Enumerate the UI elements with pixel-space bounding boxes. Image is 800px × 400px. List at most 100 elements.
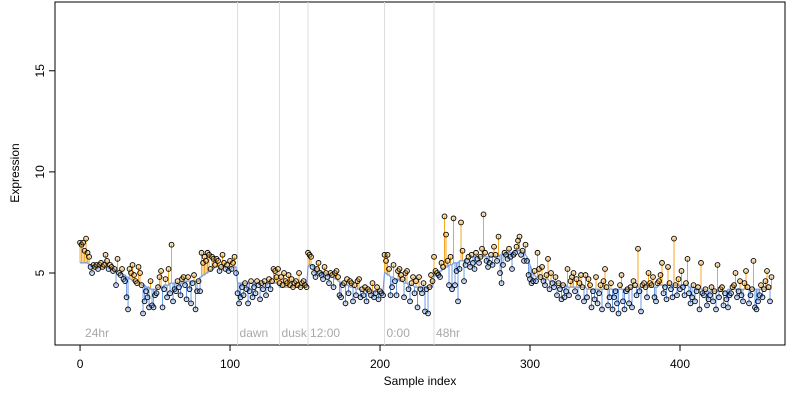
data-point <box>182 282 188 288</box>
data-point <box>533 278 539 284</box>
data-point <box>725 304 731 311</box>
annotation: 0:00 <box>387 326 411 340</box>
data-point <box>461 278 467 284</box>
data-point <box>720 302 727 309</box>
data-point <box>303 284 310 291</box>
data-point <box>489 262 496 268</box>
data-point <box>137 270 143 276</box>
data-point <box>308 253 314 260</box>
data-point <box>386 266 392 272</box>
data-point <box>551 284 557 291</box>
data-point <box>614 300 620 307</box>
data-point <box>125 306 131 313</box>
data-point <box>387 292 394 299</box>
data-point <box>668 286 674 293</box>
data-point <box>575 294 581 301</box>
data-point <box>750 258 757 264</box>
data-point <box>363 298 370 305</box>
data-point <box>738 292 745 299</box>
data-point <box>534 249 541 256</box>
data-point <box>188 300 194 307</box>
data-point <box>545 255 551 262</box>
data-point <box>392 278 398 284</box>
data-point <box>147 278 154 284</box>
data-point <box>497 270 503 276</box>
data-point <box>605 302 611 309</box>
data-point <box>275 266 281 272</box>
data-point <box>437 274 443 280</box>
data-point <box>198 249 205 256</box>
data-point <box>642 284 649 291</box>
data-point <box>446 282 452 288</box>
data-point <box>671 235 677 242</box>
data-point <box>155 284 161 291</box>
data-point <box>414 304 421 311</box>
data-point <box>168 241 175 248</box>
data-point <box>519 247 526 254</box>
data-point <box>711 288 718 295</box>
data-point <box>240 292 247 299</box>
data-point <box>296 270 302 276</box>
data-point <box>326 280 332 286</box>
data-point <box>537 274 544 280</box>
data-point <box>695 284 701 291</box>
data-point <box>743 268 749 274</box>
data-point <box>119 266 125 272</box>
data-point <box>231 253 238 260</box>
data-point <box>197 288 203 295</box>
data-point <box>263 292 269 299</box>
data-point <box>492 251 499 258</box>
data-point <box>573 276 580 282</box>
data-point <box>452 282 458 288</box>
data-point <box>150 304 157 311</box>
data-point <box>666 280 673 286</box>
data-point <box>656 278 662 284</box>
data-point <box>476 260 482 266</box>
data-point <box>531 268 538 274</box>
data-point <box>260 286 266 293</box>
data-point <box>411 290 418 297</box>
data-point <box>425 310 431 317</box>
data-point <box>129 262 136 268</box>
data-point <box>566 292 572 299</box>
data-point <box>174 278 181 284</box>
x-tick-label: 0 <box>77 357 84 371</box>
data-point <box>701 292 707 299</box>
data-point <box>309 264 316 270</box>
data-point <box>696 306 703 313</box>
data-point <box>579 284 586 291</box>
data-point <box>245 300 251 307</box>
data-point <box>404 268 410 274</box>
data-point <box>716 294 722 301</box>
data-point <box>564 266 571 272</box>
data-point <box>563 288 569 295</box>
data-point <box>645 270 652 276</box>
data-point <box>440 264 446 270</box>
data-point <box>707 292 713 299</box>
data-point <box>657 272 664 278</box>
data-point <box>131 272 137 278</box>
data-point <box>512 249 518 256</box>
data-point <box>111 266 118 272</box>
data-point <box>674 292 680 299</box>
data-point <box>372 290 379 297</box>
data-point <box>593 274 599 280</box>
data-point <box>498 280 505 286</box>
data-point <box>479 245 485 252</box>
data-point <box>324 274 331 280</box>
data-point <box>585 276 592 282</box>
data-point <box>506 245 512 252</box>
data-point <box>714 262 721 268</box>
data-point <box>603 284 610 291</box>
data-point <box>380 292 386 299</box>
data-point <box>663 296 670 303</box>
data-point <box>759 294 766 301</box>
data-point <box>764 268 770 274</box>
data-point <box>158 268 164 274</box>
data-point <box>662 284 668 291</box>
data-point <box>249 294 256 301</box>
data-point <box>143 288 149 295</box>
data-point <box>612 288 619 295</box>
data-point <box>596 290 602 297</box>
data-point <box>659 260 665 266</box>
